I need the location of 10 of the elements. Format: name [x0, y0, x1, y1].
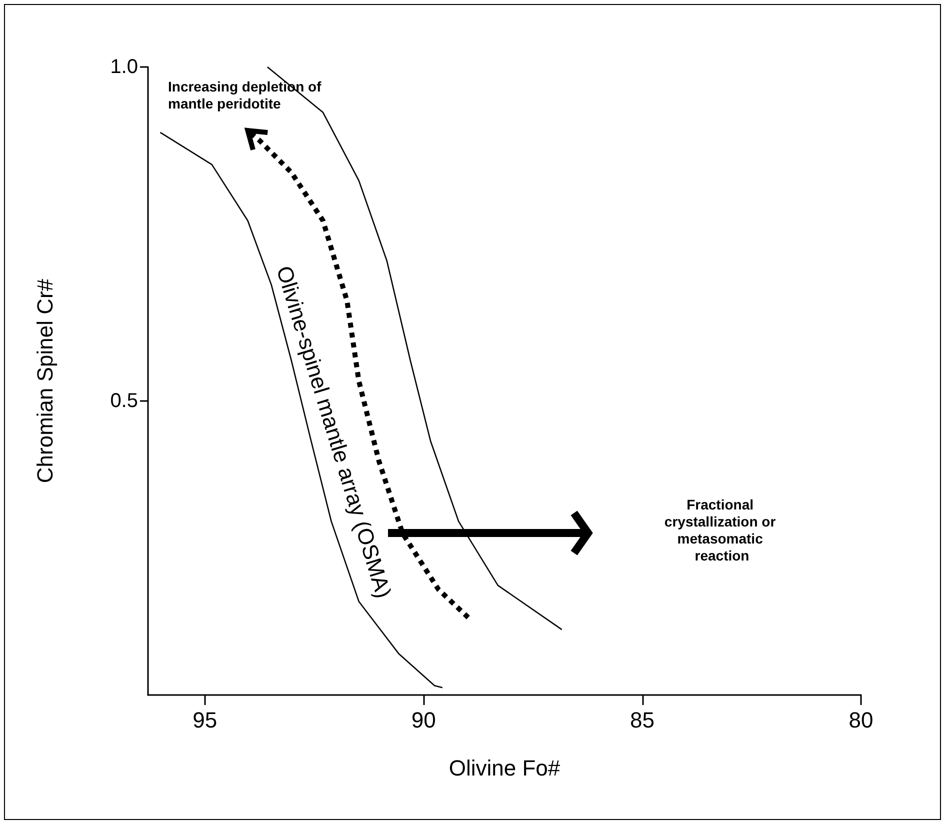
x-tick-label: 85 — [630, 708, 655, 732]
y-tick-label: 0.5 — [110, 390, 138, 412]
x-tick-label: 95 — [192, 708, 218, 732]
annotation: Fractional crystallization or metasomatic reaction — [664, 496, 780, 564]
y-axis-title: Chromian Spinel Cr# — [32, 278, 58, 484]
x-tick-label: 80 — [848, 708, 874, 732]
x-tick-label: 90 — [411, 708, 436, 732]
y-tick-label: 1.0 — [110, 56, 138, 78]
x-axis-title: Olivine Fo# — [448, 756, 561, 780]
line-series — [160, 132, 444, 688]
